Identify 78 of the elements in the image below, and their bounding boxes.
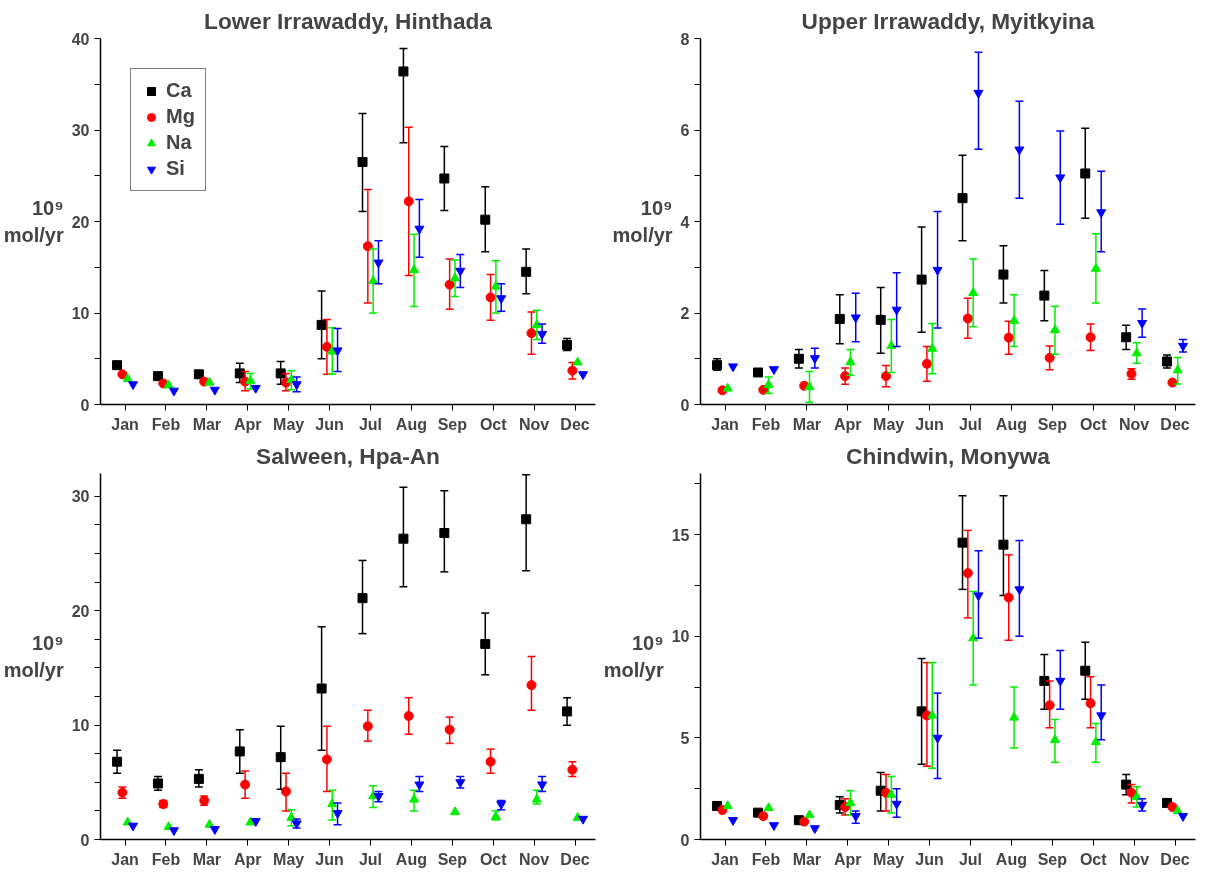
x-tick-label: Jan bbox=[111, 415, 139, 433]
x-tick-label: Apr bbox=[834, 415, 862, 433]
x-tick-label: Feb bbox=[151, 850, 181, 868]
y-tick-label: 0 bbox=[680, 396, 690, 414]
x-tick-label: Apr bbox=[834, 850, 862, 868]
x-tick-label: Dec bbox=[560, 850, 590, 868]
x-tick-label: Jun bbox=[915, 415, 944, 433]
x-tick-label: Jun bbox=[315, 415, 344, 433]
x-tick-label: Apr bbox=[234, 415, 262, 433]
y-tick-label: 0 bbox=[80, 831, 90, 849]
y-tick-label: 15 bbox=[671, 526, 690, 544]
chart-title: Upper Irrawaddy, Myitkyina bbox=[801, 7, 1095, 34]
legend-label: Na bbox=[166, 131, 192, 154]
x-tick-label: Nov bbox=[519, 850, 550, 868]
x-tick-label: Jun bbox=[315, 850, 344, 868]
x-tick-label: Feb bbox=[751, 415, 781, 433]
x-tick-label: Mar bbox=[192, 850, 222, 868]
x-tick-label: Jul bbox=[958, 850, 983, 868]
x-tick-label: Nov bbox=[1119, 850, 1150, 868]
x-tick-label: Mar bbox=[792, 415, 822, 433]
x-tick-label: Sep bbox=[437, 850, 468, 868]
y-tick-label: 20 bbox=[71, 213, 90, 231]
x-tick-label: Mar bbox=[192, 415, 222, 433]
x-tick-label: Jan bbox=[711, 415, 739, 433]
y-tick-label: 30 bbox=[71, 488, 90, 506]
x-tick-label: Dec bbox=[1160, 850, 1190, 868]
y-tick-label: 20 bbox=[71, 602, 90, 620]
x-tick-label: Oct bbox=[479, 850, 508, 868]
y-axis-title: 10⁹ mol/yr bbox=[603, 632, 664, 681]
x-tick-label: Oct bbox=[1079, 850, 1108, 868]
x-tick-label: Jul bbox=[958, 415, 983, 433]
legend-label: Mg bbox=[166, 105, 195, 128]
x-tick-label: Nov bbox=[1119, 415, 1150, 433]
x-tick-label: Feb bbox=[751, 850, 781, 868]
chart-title: Salween, Hpa-An bbox=[256, 442, 440, 469]
x-tick-label: Feb bbox=[151, 415, 181, 433]
y-tick-label: 10 bbox=[71, 717, 90, 735]
x-tick-label: Aug bbox=[395, 850, 427, 868]
x-tick-label: Sep bbox=[1037, 850, 1068, 868]
y-axis-title: 10⁹ mol/yr bbox=[3, 632, 64, 681]
x-tick-label: May bbox=[273, 415, 305, 433]
y-tick-label: 40 bbox=[71, 30, 90, 48]
x-tick-label: Jan bbox=[711, 850, 739, 868]
y-tick-label: 0 bbox=[80, 396, 90, 414]
y-tick-label: 10 bbox=[71, 305, 90, 322]
x-tick-label: Sep bbox=[1037, 415, 1068, 433]
y-axis-title: 10⁹ mol/yr bbox=[3, 197, 64, 246]
legend-label: Ca bbox=[166, 79, 192, 102]
y-axis-title: 10⁹ mol/yr bbox=[612, 197, 673, 246]
y-tick-label: 8 bbox=[680, 30, 690, 48]
x-tick-label: May bbox=[273, 850, 305, 868]
chart-title: Chindwin, Monywa bbox=[846, 442, 1051, 469]
x-tick-label: Aug bbox=[995, 415, 1027, 433]
y-tick-label: 4 bbox=[680, 213, 690, 231]
x-tick-label: Jul bbox=[358, 415, 383, 433]
chart-title: Lower Irrawaddy, Hinthada bbox=[204, 7, 493, 34]
x-tick-label: May bbox=[873, 415, 905, 433]
x-tick-label: Jun bbox=[915, 850, 944, 868]
x-tick-label: Mar bbox=[792, 850, 822, 868]
x-tick-label: Nov bbox=[519, 415, 550, 433]
x-tick-label: Jul bbox=[358, 850, 383, 868]
y-tick-label: 30 bbox=[71, 122, 90, 139]
y-tick-label: 0 bbox=[680, 831, 690, 849]
x-tick-label: Dec bbox=[560, 415, 590, 433]
x-tick-label: Jan bbox=[111, 850, 139, 868]
x-tick-label: Dec bbox=[1160, 415, 1190, 433]
x-tick-label: Apr bbox=[234, 850, 262, 868]
x-tick-label: Oct bbox=[479, 415, 508, 433]
x-tick-label: Oct bbox=[1079, 415, 1108, 433]
y-tick-label: 2 bbox=[680, 305, 690, 322]
y-tick-label: 5 bbox=[680, 729, 690, 747]
legend-label: Si bbox=[166, 157, 186, 180]
x-tick-label: Sep bbox=[437, 415, 468, 433]
x-tick-label: Aug bbox=[995, 850, 1027, 868]
x-tick-label: Aug bbox=[395, 415, 427, 433]
y-tick-label: 6 bbox=[680, 122, 690, 139]
x-tick-label: May bbox=[873, 850, 905, 868]
y-tick-label: 10 bbox=[671, 628, 690, 646]
